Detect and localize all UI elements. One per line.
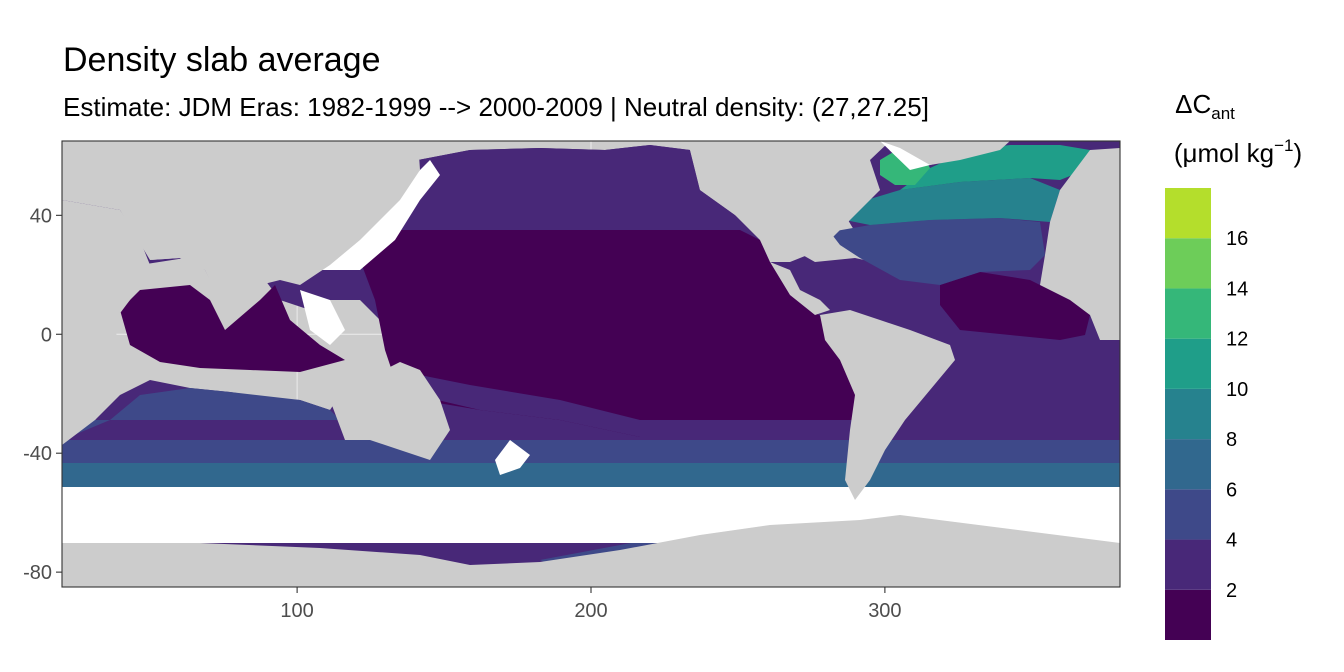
legend-title-line2: (μmol kg−1): [1174, 136, 1302, 168]
legend-swatch: [1165, 439, 1211, 490]
legend-swatch: [1165, 539, 1211, 590]
x-tick-label: 300: [868, 600, 901, 622]
zone-north-atlantic-mid: [830, 218, 1045, 285]
legend-swatch: [1165, 188, 1211, 239]
legend-swatch: [1165, 288, 1211, 339]
x-axis: 100 200 300: [280, 587, 902, 622]
legend-swatch: [1165, 388, 1211, 440]
land-greenland: [880, 141, 1010, 165]
zone-pacific-low: [355, 230, 855, 437]
color-legend: ΔCant (μmol kg−1) 2 4 6 8 10 12 14 16: [1165, 89, 1302, 640]
legend-title-main: ΔC: [1175, 89, 1211, 119]
legend-tick-label: 16: [1226, 228, 1248, 250]
legend-tick-label: 6: [1226, 479, 1237, 501]
legend-tick-label: 4: [1226, 530, 1237, 552]
chart-title: Density slab average: [63, 41, 381, 79]
zone-equatorial-atlantic: [940, 272, 1090, 340]
zone-south-band-2: [62, 440, 1120, 463]
land-asia: [62, 141, 420, 320]
zone-north-pacific: [355, 145, 740, 230]
land-africa: [62, 200, 150, 445]
legend-tick-label: 10: [1226, 379, 1248, 401]
y-tick-label: 40: [30, 205, 52, 227]
legend-tick-label: 8: [1226, 429, 1237, 451]
legend-swatch: [1165, 238, 1211, 289]
zone-north-atlantic-subpolar: [845, 178, 1060, 225]
legend-tick-label: 12: [1226, 329, 1248, 351]
legend-title-unit-post: ): [1293, 138, 1302, 168]
land-europe-africa-east: [1040, 148, 1120, 340]
legend-tick-label: 2: [1226, 580, 1237, 602]
legend-swatch: [1165, 489, 1211, 540]
legend-title-unit-pre: (μmol kg: [1174, 138, 1274, 168]
chart-subtitle: Estimate: JDM Eras: 1982-1999 --> 2000-2…: [63, 92, 929, 122]
legend-labels: 2 4 6 8 10 12 14 16: [1226, 228, 1248, 602]
nodata-new-zealand: [495, 440, 530, 475]
nodata-maritime: [300, 290, 345, 345]
legend-swatch: [1165, 589, 1211, 640]
y-tick-label: -80: [23, 562, 52, 584]
continents: [62, 141, 1120, 500]
zone-south-pacific: [395, 375, 855, 437]
land-south-america: [820, 310, 955, 500]
antarctica-land: [62, 515, 1120, 587]
x-tick-label: 100: [280, 600, 313, 622]
y-tick-label: 0: [41, 324, 52, 346]
legend-colorbar: [1165, 188, 1211, 640]
legend-tick-label: 14: [1226, 278, 1248, 300]
zone-labrador-irminger: [900, 145, 1090, 190]
legend-title-unit-sup: −1: [1274, 136, 1293, 155]
land-north-america: [690, 150, 880, 262]
y-axis: 40 0 -40 -80: [23, 205, 62, 584]
land-central-america: [770, 262, 830, 315]
x-tick-label: 200: [574, 600, 607, 622]
zone-south-atlantic: [930, 330, 1120, 420]
zone-south-band-3: [62, 463, 1120, 487]
land-australia: [330, 362, 450, 460]
y-tick-label: -40: [23, 443, 52, 465]
legend-title-sub: ant: [1211, 104, 1235, 123]
zone-indian-north: [120, 285, 345, 372]
plot-panel: [62, 141, 1120, 587]
zone-indian-south: [62, 388, 340, 440]
legend-title-line1: ΔCant: [1175, 89, 1235, 123]
legend-swatch: [1165, 338, 1211, 389]
